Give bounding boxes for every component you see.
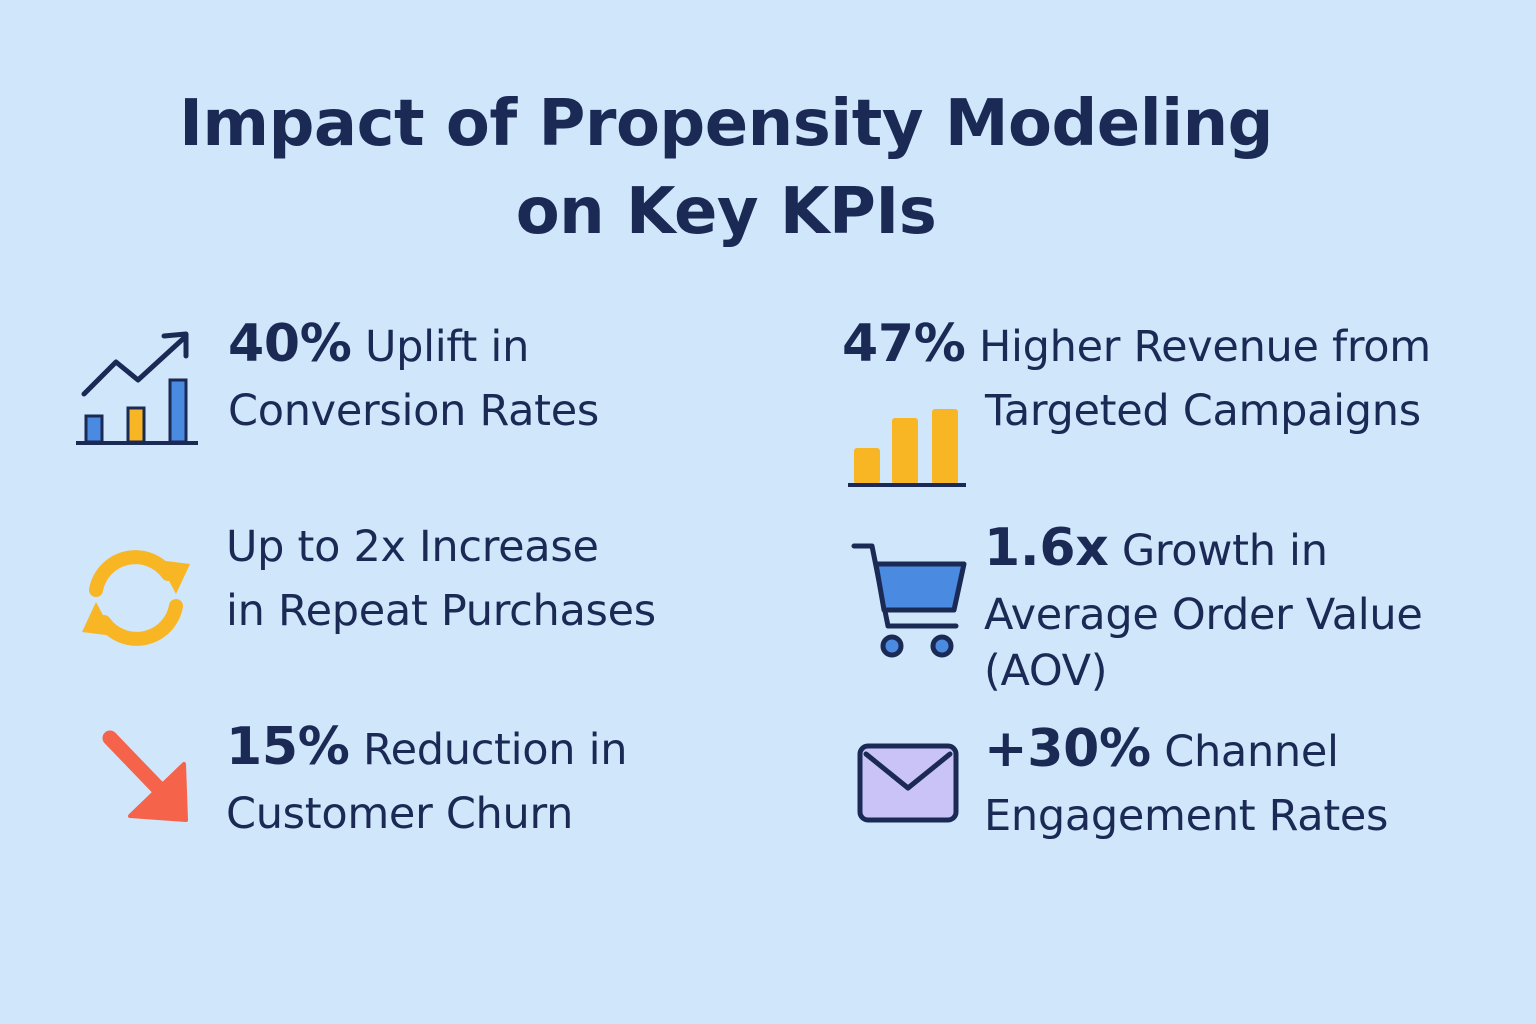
kpi-label-line3: (AOV) [984, 646, 1108, 696]
kpi-label-line2: Conversion Rates [228, 386, 599, 436]
kpi-engagement: +30% Channel Engagement Rates [984, 717, 1388, 848]
kpi-repeat-purchases: Up to 2x Increase in Repeat Purchases [226, 515, 656, 643]
kpi-label: Reduction in [362, 725, 628, 775]
kpi-label: Channel [1164, 727, 1339, 777]
kpi-value: 40% [228, 314, 352, 374]
kpi-value: 15% [226, 717, 350, 777]
kpi-label: Higher Revenue from [978, 322, 1431, 372]
kpi-conversion: 40% Uplift in Conversion Rates [228, 312, 599, 443]
kpi-value: 1.6x [984, 518, 1109, 578]
shopping-cart-icon [850, 540, 972, 667]
kpi-value: 47% [842, 314, 966, 374]
kpi-label: Uplift in [364, 322, 530, 372]
kpi-aov: 1.6x Growth in Average Order Value (AOV) [984, 516, 1423, 703]
envelope-icon [856, 740, 960, 831]
kpi-revenue: 47% Higher Revenue from Targeted Campaig… [842, 312, 1431, 443]
kpi-label-line2: Customer Churn [226, 789, 574, 839]
kpi-label-line2: Engagement Rates [984, 791, 1389, 841]
kpi-label-line2: Average Order Value [984, 590, 1423, 640]
page-title: Impact of Propensity Modeling on Key KPI… [0, 80, 1452, 256]
kpi-value: +30% [984, 719, 1151, 779]
kpi-label-line2: in Repeat Purchases [226, 586, 656, 636]
kpi-label: Growth in [1121, 526, 1328, 576]
kpi-churn: 15% Reduction in Customer Churn [226, 715, 627, 846]
kpi-label-line2: Targeted Campaigns [985, 386, 1421, 436]
refresh-cycle-icon [76, 540, 196, 661]
page-title-line1: Impact of Propensity Modeling [179, 87, 1273, 161]
kpi-label-line1: Up to 2x Increase [226, 522, 599, 572]
down-arrow-icon [100, 728, 192, 829]
trending-bar-chart-icon [72, 328, 202, 453]
page-title-line2: on Key KPIs [515, 175, 937, 249]
bar-chart-icon [848, 404, 970, 495]
